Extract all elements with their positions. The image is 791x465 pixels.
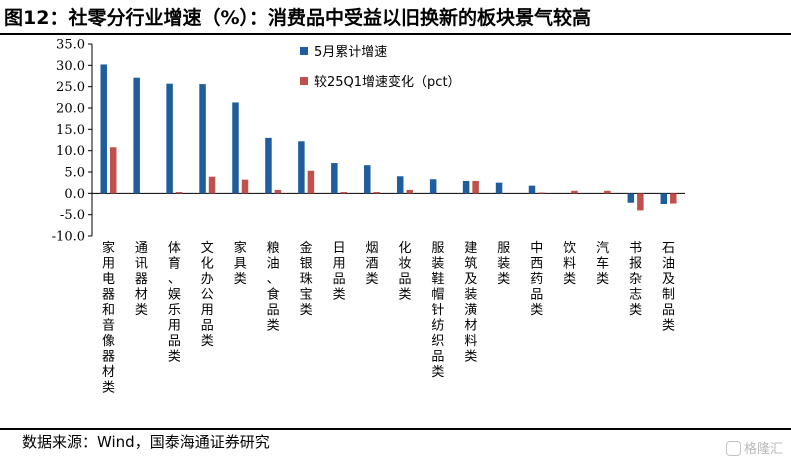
x-category-label: 家用电器和音像器材类	[102, 240, 115, 396]
x-category-label: 石油及制品类	[662, 241, 675, 334]
x-category-label: 家具类	[234, 240, 247, 287]
bar-series-1	[199, 84, 206, 194]
bar-series-2	[241, 179, 249, 194]
bar-series-1	[133, 77, 140, 194]
bar-series-2	[109, 147, 117, 194]
bar-series-1	[331, 163, 338, 194]
y-tick-label: 20.0	[56, 102, 85, 117]
bar-series-1	[166, 83, 173, 194]
bar-series-1	[232, 102, 239, 194]
title-rule	[0, 33, 791, 35]
y-tick-label: -5.0	[60, 208, 85, 223]
x-category-label: 烟酒类	[366, 241, 379, 287]
bar-series-2	[604, 190, 611, 194]
bar-series-1	[100, 64, 107, 194]
x-category-label: 建筑及装潢材料类	[464, 241, 477, 365]
y-tick-label: -10.0	[52, 230, 85, 245]
bar-series-1	[528, 185, 536, 194]
bar-series-2	[538, 192, 545, 194]
x-category-label: 饮料类	[563, 241, 576, 287]
x-category-label: 日用品类	[333, 241, 346, 303]
x-category-label: 化妆品类	[398, 241, 411, 303]
y-tick-label: 35.0	[56, 38, 85, 53]
bar-series-2	[208, 176, 216, 194]
figure-title: 图12：社零分行业增速（%）：消费品中受益以旧换新的板块景气较高	[4, 7, 591, 29]
bar-series-2	[307, 170, 315, 194]
bar-series-1	[298, 141, 305, 194]
bar-series-2	[175, 192, 183, 194]
bar-series-1	[396, 176, 404, 194]
bar-series-2	[373, 192, 381, 194]
y-tick-label: 25.0	[56, 80, 85, 95]
bar-series-1	[660, 193, 668, 204]
bar-series-1	[627, 193, 635, 203]
bar-series-2	[472, 180, 479, 194]
x-category-label: 服装鞋帽针纺织品类	[431, 241, 444, 380]
x-category-label: 中西药品类	[530, 241, 543, 318]
watermark-logo-icon	[725, 441, 741, 456]
legend-swatch-series-1	[300, 47, 308, 55]
y-tick-label: 10.0	[56, 144, 85, 159]
bar-series-2	[274, 189, 282, 194]
x-category-label: 粮油、食品类	[267, 241, 280, 334]
bar-series-2	[637, 193, 644, 211]
bar-series-2	[670, 193, 677, 204]
x-category-label: 汽车类	[596, 241, 609, 287]
bar-series-1	[265, 137, 272, 194]
bar-series-1	[462, 180, 470, 194]
bar-series-1	[495, 182, 503, 194]
x-category-label: 文化办公用品类	[201, 241, 214, 349]
watermark: 格隆汇	[725, 438, 783, 457]
y-tick-label: 30.0	[56, 59, 85, 74]
y-tick-label: 15.0	[56, 123, 85, 138]
legend-label-series-2: 较25Q1增速变化（pct）	[314, 74, 461, 90]
bar-series-2	[406, 189, 413, 194]
x-category-label: 书报杂志类	[629, 241, 642, 318]
x-category-label: 通讯器材类	[135, 241, 148, 318]
x-category-label: 体育、娱乐用品类	[168, 241, 181, 365]
legend-swatch-series-2	[300, 77, 308, 85]
legend-label-series-1: 5月累计增速	[314, 45, 387, 60]
x-category-label: 服装类	[497, 241, 510, 287]
bar-series-2	[571, 190, 578, 194]
footer-rule	[0, 428, 791, 430]
bar-chart: 35.0 30.0 25.0 20.0 15.0 10.0 5.0 0.0 -5.0 -10.0 家…	[52, 38, 685, 396]
bar-series-2	[340, 192, 348, 194]
watermark-text: 格隆汇	[743, 442, 783, 457]
y-tick-label: 5.0	[64, 166, 85, 181]
bar-series-1	[364, 165, 371, 194]
y-tick-label: 0.0	[64, 187, 85, 202]
data-source-note: 数据来源：Wind，国泰海通证券研究	[22, 433, 270, 451]
bar-series-1	[429, 179, 437, 194]
x-category-label: 金银珠宝类	[300, 240, 313, 318]
